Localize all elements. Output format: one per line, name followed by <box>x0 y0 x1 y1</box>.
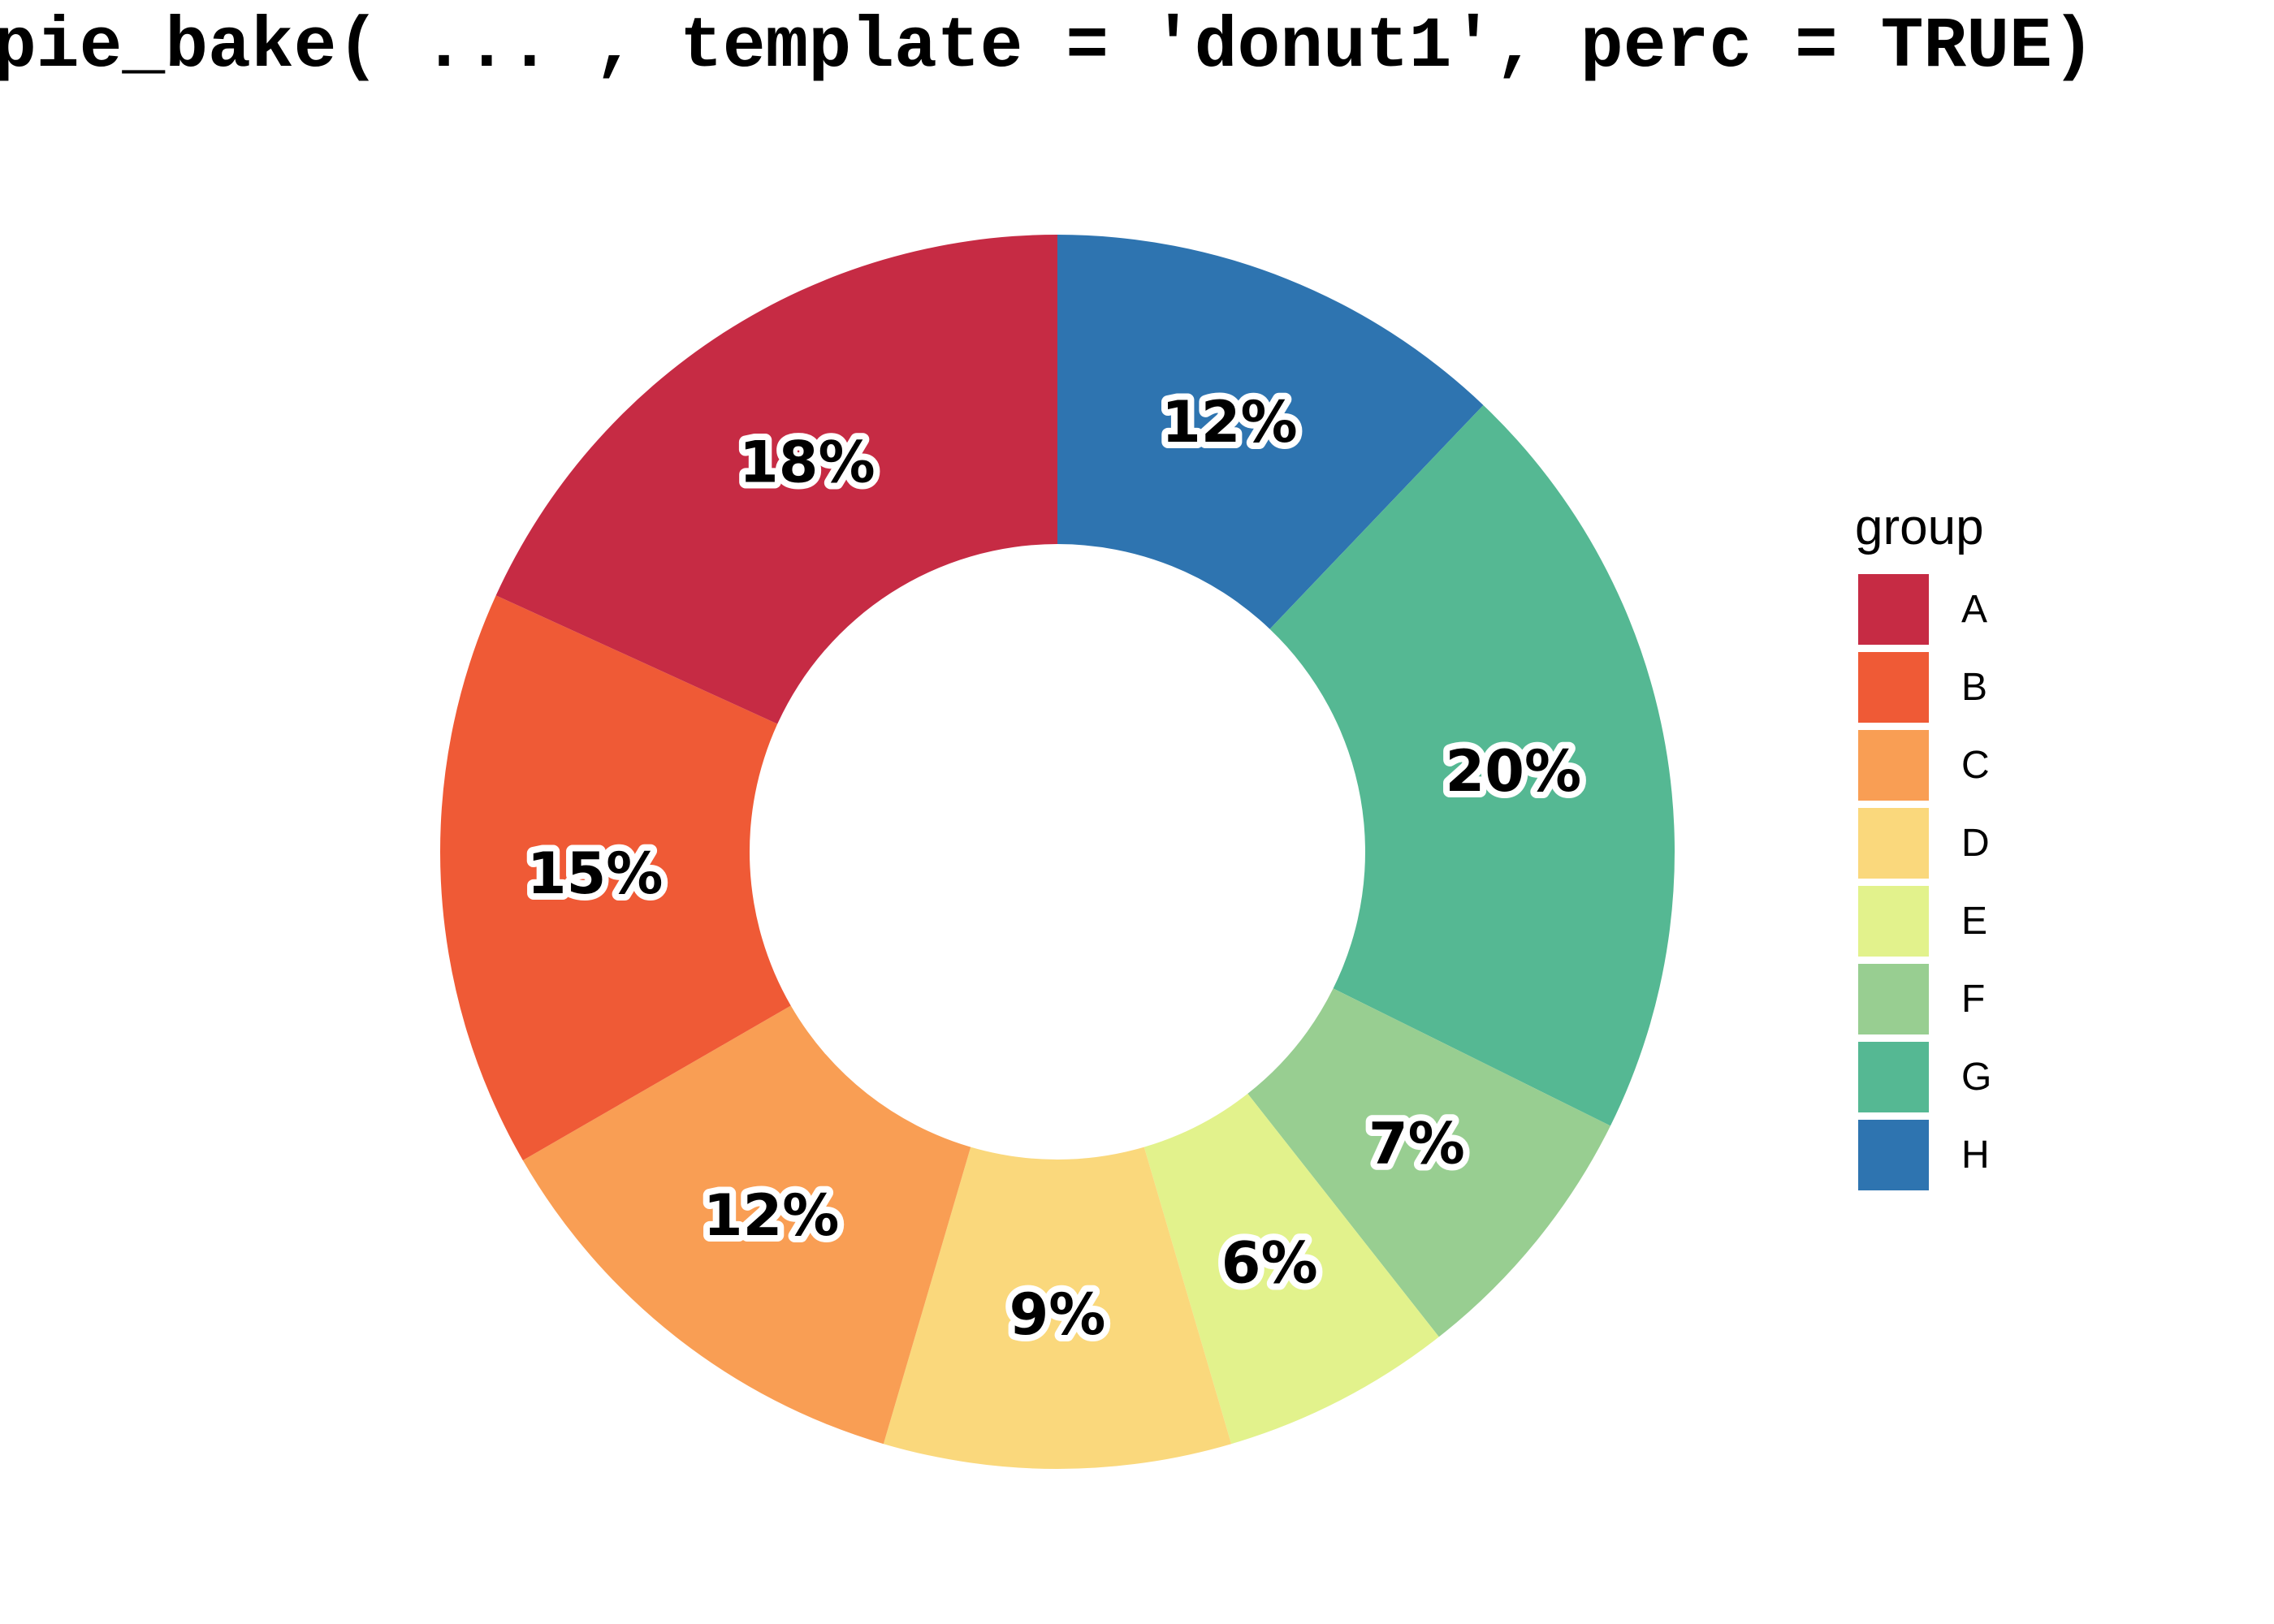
slice-label-E: 6% <box>1221 1230 1318 1297</box>
legend-swatch-A <box>1858 574 1929 645</box>
legend-label-C: C <box>1961 744 1990 787</box>
slice-label-B: 15% <box>527 840 664 907</box>
legend-swatch-H <box>1858 1120 1929 1190</box>
legend-row-G: G <box>1858 1042 1991 1112</box>
donut-slice-G <box>1269 404 1675 1126</box>
slice-label-F: 7% <box>1368 1110 1465 1177</box>
donut-slice-D <box>883 1147 1232 1470</box>
legend-swatch-D <box>1858 808 1929 879</box>
legend-swatch-C <box>1858 730 1929 801</box>
legend-label-E: E <box>1961 900 1988 943</box>
legend-row-F: F <box>1858 964 1991 1034</box>
legend-swatch-F <box>1858 964 1929 1034</box>
legend-swatch-B <box>1858 652 1929 723</box>
legend-row-H: H <box>1858 1120 1991 1190</box>
plot-title: pie_bake( ... , template = 'donut1', per… <box>0 7 2095 88</box>
legend-row-B: B <box>1858 652 1991 723</box>
donut-slice-E <box>1143 1093 1439 1445</box>
legend-row-D: D <box>1858 808 1991 879</box>
donut-slice-F <box>1247 988 1610 1337</box>
legend-label-B: B <box>1961 666 1988 709</box>
legend-label-F: F <box>1961 978 1986 1021</box>
donut-slice-C <box>522 1005 971 1445</box>
legend-swatch-E <box>1858 886 1929 957</box>
legend-label-H: H <box>1961 1134 1990 1177</box>
donut-slice-A <box>495 234 1057 724</box>
donut-slice-H <box>1057 235 1484 629</box>
legend-swatch-G <box>1858 1042 1929 1112</box>
legend-row-C: C <box>1858 730 1991 801</box>
legend-label-A: A <box>1961 588 1988 631</box>
slice-label-D: 9% <box>1009 1281 1106 1348</box>
legend-label-G: G <box>1961 1056 1992 1099</box>
slice-label-G: 20% <box>1446 738 1582 805</box>
donut-slice-B <box>440 595 791 1160</box>
slice-label-C: 12% <box>703 1182 840 1249</box>
slice-label-H: 12% <box>1161 389 1298 456</box>
legend-row-E: E <box>1858 886 1991 957</box>
legend-label-D: D <box>1961 822 1990 865</box>
slice-label-A: 18% <box>739 429 875 495</box>
legend-title: group <box>1855 499 1984 555</box>
legend-row-A: A <box>1858 574 1991 645</box>
